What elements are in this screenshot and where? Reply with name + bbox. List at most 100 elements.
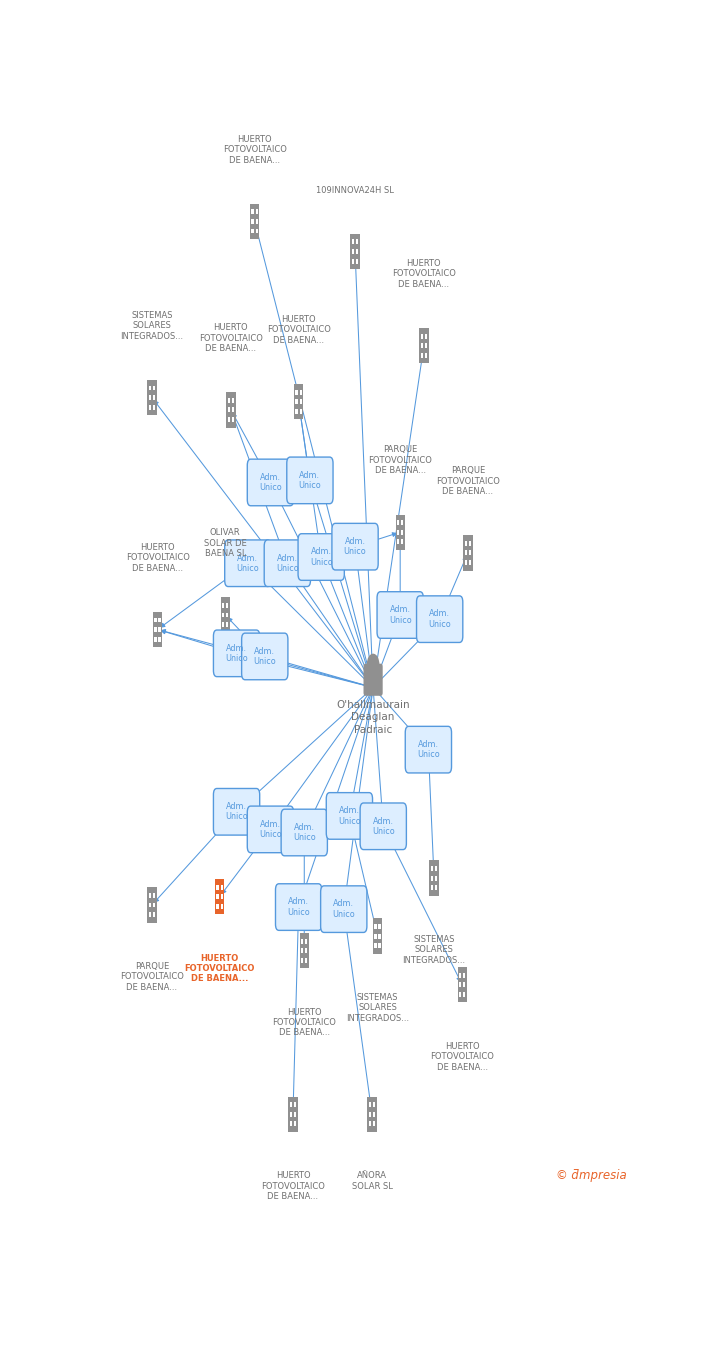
FancyBboxPatch shape — [379, 943, 381, 948]
FancyBboxPatch shape — [216, 885, 218, 889]
FancyBboxPatch shape — [374, 943, 376, 948]
Text: Adm.
Unico: Adm. Unico — [428, 609, 451, 629]
Text: SISTEMAS
SOLARES
INTEGRADOS...: SISTEMAS SOLARES INTEGRADOS... — [120, 311, 183, 340]
Text: HUERTO
FOTOVOLTAICO
DE BAENA...: HUERTO FOTOVOLTAICO DE BAENA... — [392, 260, 456, 289]
FancyBboxPatch shape — [251, 210, 254, 214]
FancyBboxPatch shape — [431, 876, 433, 881]
FancyBboxPatch shape — [213, 788, 260, 835]
FancyBboxPatch shape — [352, 239, 354, 245]
FancyBboxPatch shape — [373, 919, 382, 954]
FancyBboxPatch shape — [463, 982, 465, 987]
FancyBboxPatch shape — [326, 792, 373, 839]
FancyBboxPatch shape — [424, 334, 427, 339]
FancyBboxPatch shape — [248, 806, 293, 853]
Text: Adm.
Unico: Adm. Unico — [372, 816, 395, 837]
Text: HUERTO
FOTOVOLTAICO
DE BAENA...: HUERTO FOTOVOLTAICO DE BAENA... — [430, 1042, 494, 1072]
FancyBboxPatch shape — [356, 239, 358, 245]
Text: © ƌmpresia: © ƌmpresia — [556, 1169, 627, 1181]
FancyBboxPatch shape — [288, 1096, 298, 1132]
FancyBboxPatch shape — [149, 405, 151, 409]
FancyBboxPatch shape — [419, 328, 429, 363]
FancyBboxPatch shape — [228, 398, 230, 404]
FancyBboxPatch shape — [159, 627, 161, 632]
FancyBboxPatch shape — [149, 902, 151, 908]
FancyBboxPatch shape — [294, 385, 304, 420]
FancyBboxPatch shape — [320, 886, 367, 932]
Circle shape — [368, 655, 379, 675]
FancyBboxPatch shape — [301, 939, 304, 943]
FancyBboxPatch shape — [464, 560, 467, 565]
Text: HUERTO
FOTOVOLTAICO
DE BAENA...: HUERTO FOTOVOLTAICO DE BAENA... — [261, 1171, 325, 1201]
FancyBboxPatch shape — [221, 894, 223, 900]
Text: 109INNOVA24H SL: 109INNOVA24H SL — [316, 186, 394, 195]
FancyBboxPatch shape — [350, 234, 360, 269]
FancyBboxPatch shape — [153, 893, 155, 898]
FancyBboxPatch shape — [397, 521, 399, 525]
FancyBboxPatch shape — [296, 390, 298, 394]
Text: PARQUE
FOTOVOLTAICO
DE BAENA...: PARQUE FOTOVOLTAICO DE BAENA... — [436, 467, 500, 496]
Text: HUERTO
FOTOVOLTAICO
DE BAENA...: HUERTO FOTOVOLTAICO DE BAENA... — [184, 954, 255, 983]
Text: Adm.
Unico: Adm. Unico — [259, 819, 282, 839]
FancyBboxPatch shape — [298, 534, 344, 580]
FancyBboxPatch shape — [226, 623, 229, 627]
FancyBboxPatch shape — [464, 541, 467, 546]
Text: Adm.
Unico: Adm. Unico — [333, 900, 355, 919]
FancyBboxPatch shape — [153, 902, 155, 908]
FancyBboxPatch shape — [379, 924, 381, 929]
Text: Adm.
Unico: Adm. Unico — [225, 644, 248, 663]
FancyBboxPatch shape — [369, 1112, 371, 1116]
FancyBboxPatch shape — [369, 1102, 371, 1107]
FancyBboxPatch shape — [290, 1112, 292, 1116]
FancyBboxPatch shape — [352, 258, 354, 264]
FancyBboxPatch shape — [281, 810, 328, 855]
FancyBboxPatch shape — [153, 612, 162, 647]
FancyBboxPatch shape — [226, 612, 229, 617]
FancyBboxPatch shape — [405, 726, 451, 773]
FancyBboxPatch shape — [373, 1122, 375, 1126]
Text: SISTEMAS
SOLARES
INTEGRADOS...: SISTEMAS SOLARES INTEGRADOS... — [403, 935, 466, 964]
Text: HUERTO
FOTOVOLTAICO
DE BAENA...: HUERTO FOTOVOLTAICO DE BAENA... — [126, 543, 189, 573]
Text: Adm.
Unico: Adm. Unico — [417, 740, 440, 760]
FancyBboxPatch shape — [299, 399, 302, 404]
FancyBboxPatch shape — [459, 991, 462, 997]
Text: HUERTO
FOTOVOLTAICO
DE BAENA...: HUERTO FOTOVOLTAICO DE BAENA... — [272, 1007, 336, 1037]
Text: HUERTO
FOTOVOLTAICO
DE BAENA...: HUERTO FOTOVOLTAICO DE BAENA... — [266, 315, 331, 344]
FancyBboxPatch shape — [435, 876, 438, 881]
FancyBboxPatch shape — [256, 210, 258, 214]
FancyBboxPatch shape — [424, 343, 427, 348]
Text: HUERTO
FOTOVOLTAICO
DE BAENA...: HUERTO FOTOVOLTAICO DE BAENA... — [199, 323, 263, 352]
FancyBboxPatch shape — [374, 924, 376, 929]
FancyBboxPatch shape — [373, 1102, 375, 1107]
FancyBboxPatch shape — [421, 352, 423, 358]
FancyBboxPatch shape — [251, 219, 254, 223]
FancyBboxPatch shape — [421, 343, 423, 348]
FancyBboxPatch shape — [300, 933, 309, 968]
FancyBboxPatch shape — [430, 861, 439, 896]
FancyBboxPatch shape — [397, 539, 399, 545]
FancyBboxPatch shape — [421, 334, 423, 339]
FancyBboxPatch shape — [221, 904, 223, 909]
FancyBboxPatch shape — [379, 933, 381, 939]
FancyBboxPatch shape — [287, 457, 333, 503]
Text: Adm.
Unico: Adm. Unico — [253, 647, 276, 666]
FancyBboxPatch shape — [469, 541, 471, 546]
FancyBboxPatch shape — [395, 515, 405, 550]
FancyBboxPatch shape — [305, 948, 307, 954]
FancyBboxPatch shape — [228, 417, 230, 422]
FancyBboxPatch shape — [332, 523, 378, 570]
FancyBboxPatch shape — [431, 885, 433, 890]
FancyBboxPatch shape — [435, 885, 438, 890]
FancyBboxPatch shape — [222, 603, 224, 608]
FancyBboxPatch shape — [225, 539, 271, 586]
FancyBboxPatch shape — [469, 560, 471, 565]
FancyBboxPatch shape — [305, 958, 307, 963]
FancyBboxPatch shape — [356, 249, 358, 254]
FancyBboxPatch shape — [216, 904, 218, 909]
FancyBboxPatch shape — [401, 539, 403, 545]
FancyBboxPatch shape — [213, 629, 260, 677]
Text: HUERTO
FOTOVOLTAICO
DE BAENA...: HUERTO FOTOVOLTAICO DE BAENA... — [223, 134, 287, 164]
Text: Adm.
Unico: Adm. Unico — [288, 897, 310, 917]
Text: Adm.
Unico: Adm. Unico — [259, 472, 282, 492]
FancyBboxPatch shape — [154, 627, 157, 632]
FancyBboxPatch shape — [154, 636, 157, 642]
